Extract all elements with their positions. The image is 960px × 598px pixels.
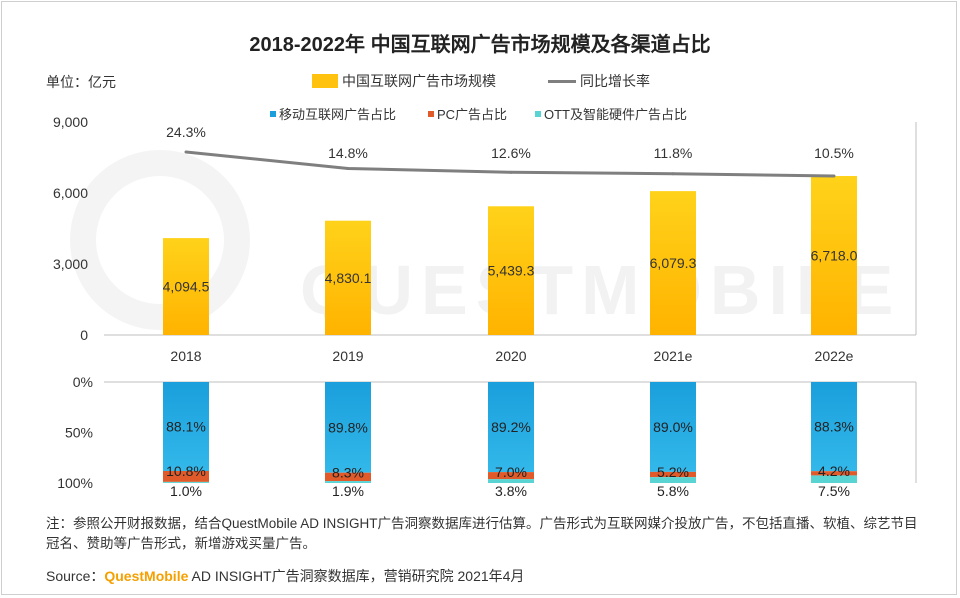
legend-pc-share: PC广告占比 bbox=[428, 104, 507, 123]
market-size-value-label: 6,079.3 bbox=[650, 255, 697, 271]
growth-rate-label: 24.3% bbox=[166, 124, 206, 140]
legend-swatch-growth-rate bbox=[548, 79, 576, 83]
x-tick-label: 2018 bbox=[170, 348, 201, 364]
market-size-bar bbox=[650, 191, 696, 335]
growth-rate-point bbox=[346, 167, 350, 171]
growth-rate-point bbox=[509, 170, 513, 174]
market-size-chart: 0 3,000 6,000 9,000 4,094.5 2018 4,830.1 2019 5,… bbox=[53, 114, 917, 364]
y-tick-label: 6,000 bbox=[53, 185, 88, 201]
market-size-bar bbox=[325, 220, 371, 335]
mobile-share-bar bbox=[650, 382, 696, 472]
mobile-share-label: 88.1% bbox=[166, 418, 206, 434]
market-size-value-label: 5,439.3 bbox=[488, 263, 535, 279]
source-rest: AD INSIGHT广告洞察数据库，营销研究院 2021年4月 bbox=[188, 568, 525, 584]
y-tick-label: 0 bbox=[80, 327, 88, 343]
share-y-tick-label: 50% bbox=[65, 425, 93, 441]
mobile-share-bar bbox=[488, 382, 534, 473]
legend-label-ott: OTT及智能硬件广告占比 bbox=[544, 107, 687, 122]
legend-swatch-pc bbox=[428, 110, 434, 117]
legend-ott-share: OTT及智能硬件广告占比 bbox=[535, 104, 687, 123]
x-tick-label: 2019 bbox=[332, 348, 363, 364]
mobile-share-bar bbox=[811, 382, 857, 472]
ott-share-label: 7.5% bbox=[818, 483, 850, 499]
x-tick-label: 2022e bbox=[815, 348, 854, 364]
y-tick-label: 9,000 bbox=[53, 114, 88, 130]
market-size-bar bbox=[488, 206, 534, 335]
growth-rate-label: 10.5% bbox=[814, 145, 854, 161]
legend-label-pc: PC广告占比 bbox=[437, 107, 508, 122]
pc-share-label: 8.3% bbox=[332, 465, 364, 481]
mobile-share-bar bbox=[163, 382, 209, 471]
market-size-value-label: 4,094.5 bbox=[163, 279, 210, 295]
growth-rate-point bbox=[832, 174, 836, 178]
ott-share-bar bbox=[650, 477, 696, 483]
pc-share-bar bbox=[650, 471, 696, 478]
growth-rate-label: 11.8% bbox=[654, 145, 693, 161]
legend-label-growth-rate: 同比增长率 bbox=[580, 73, 650, 89]
ott-share-label: 5.8% bbox=[657, 483, 689, 499]
legend-swatch-mobile bbox=[270, 110, 276, 117]
legend-label-mobile: 移动互联网广告占比 bbox=[279, 107, 397, 122]
growth-rate-label: 14.8% bbox=[328, 145, 368, 161]
market-size-bar bbox=[163, 238, 209, 335]
ott-share-bar bbox=[488, 479, 534, 483]
mobile-share-label: 89.2% bbox=[491, 419, 531, 435]
ott-share-bar bbox=[811, 475, 857, 483]
watermark: QUESTMOBILE bbox=[300, 251, 902, 329]
share-y-tick-label: 100% bbox=[57, 475, 93, 491]
pc-share-label: 10.8% bbox=[166, 463, 206, 479]
footnote: 注：参照公开财报数据，结合QuestMobile AD INSIGHT广告洞察数… bbox=[46, 516, 918, 551]
mobile-share-bar bbox=[325, 382, 371, 473]
channel-share-chart: 0% 50% 100% 88.1% 10.8% 1.0% 89.8% 8.3% 1.9% 89.2… bbox=[57, 374, 917, 499]
legend-swatch-ott bbox=[535, 110, 541, 117]
chart-title: 2018-2022年 中国互联网广告市场规模及各渠道占比 bbox=[249, 34, 711, 56]
market-size-value-label: 4,830.1 bbox=[325, 270, 372, 286]
x-tick-label: 2020 bbox=[495, 348, 526, 364]
pc-share-bar bbox=[811, 471, 857, 476]
growth-rate-point bbox=[184, 150, 188, 154]
legend-mobile-share: 移动互联网广告占比 bbox=[270, 104, 396, 123]
ott-share-bar bbox=[325, 481, 371, 483]
pc-share-bar bbox=[163, 470, 209, 482]
pc-share-label: 5.2% bbox=[657, 464, 689, 480]
legend-label-market-size: 中国互联网广告市场规模 bbox=[342, 73, 496, 89]
x-tick-label: 2021e bbox=[654, 348, 693, 364]
legend-swatch-market-size bbox=[312, 74, 338, 88]
source-brand-logo: QuestMobile bbox=[104, 568, 189, 584]
source-prefix: Source： bbox=[46, 568, 105, 584]
mobile-share-label: 89.8% bbox=[328, 419, 368, 435]
y-tick-label: 3,000 bbox=[53, 256, 88, 272]
unit-label: 单位：亿元 bbox=[46, 74, 116, 90]
pc-share-bar bbox=[325, 472, 371, 482]
growth-rate-point bbox=[671, 172, 675, 176]
ott-share-label: 1.0% bbox=[170, 483, 202, 499]
ott-share-bar bbox=[163, 481, 209, 483]
mobile-share-label: 89.0% bbox=[653, 419, 693, 435]
market-size-value-label: 6,718.0 bbox=[811, 248, 858, 264]
legend-market-size: 中国互联网广告市场规模 bbox=[312, 71, 496, 91]
ott-share-label: 3.8% bbox=[495, 483, 527, 499]
growth-rate-label: 12.6% bbox=[491, 145, 531, 161]
pc-share-label: 4.2% bbox=[818, 463, 850, 479]
mobile-share-label: 88.3% bbox=[814, 419, 854, 435]
ott-share-label: 1.9% bbox=[332, 483, 364, 499]
pc-share-label: 7.0% bbox=[495, 464, 527, 480]
share-y-tick-label: 0% bbox=[73, 374, 93, 390]
market-size-bar bbox=[811, 176, 857, 335]
source-line: Source：QuestMobile AD INSIGHT广告洞察数据库，营销研… bbox=[46, 566, 524, 586]
pc-share-bar bbox=[488, 472, 534, 480]
legend-growth-rate: 同比增长率 bbox=[548, 71, 650, 91]
